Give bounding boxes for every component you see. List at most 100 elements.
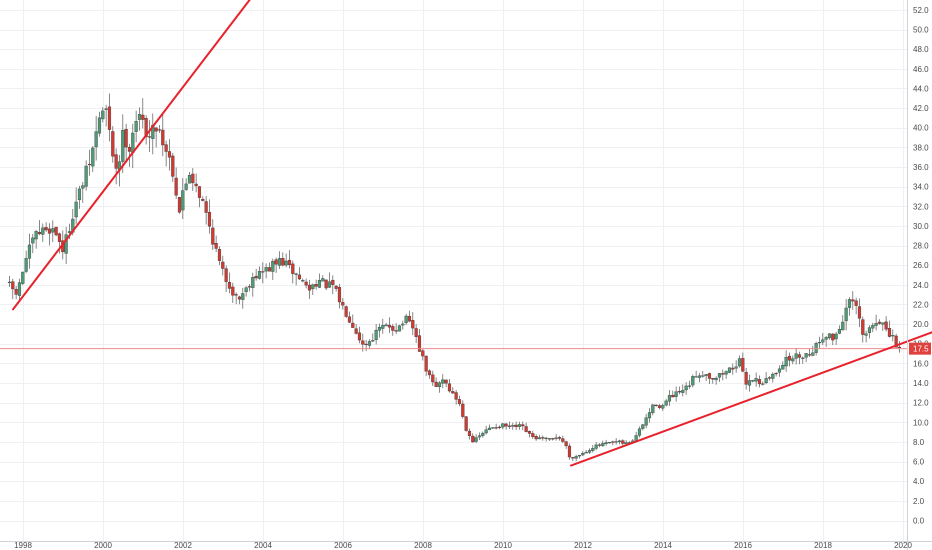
y-tick-label: 14.0 xyxy=(913,379,929,388)
candle-down xyxy=(797,351,802,365)
candle-up xyxy=(481,431,485,438)
candle-down xyxy=(741,352,745,373)
candle-up xyxy=(264,263,268,279)
candle-down xyxy=(211,219,215,250)
candle-up xyxy=(811,345,815,357)
candle-up xyxy=(244,286,248,297)
x-tick-label: 2014 xyxy=(654,541,672,550)
y-tick-label: 16.0 xyxy=(913,359,929,368)
candle-up xyxy=(501,423,505,430)
candle-up xyxy=(794,348,798,365)
candle-up xyxy=(871,322,875,333)
y-tick-label: 40.0 xyxy=(913,124,929,133)
candle-down xyxy=(831,332,835,346)
candle-up xyxy=(284,253,288,268)
candle-up xyxy=(834,331,838,345)
candle-down xyxy=(87,149,92,176)
candle-down xyxy=(767,376,772,381)
candle-up xyxy=(397,324,402,332)
candle-up xyxy=(634,431,638,442)
candle-up xyxy=(271,258,275,280)
candle-up xyxy=(294,272,298,286)
candle-up xyxy=(184,178,188,191)
candle-up xyxy=(801,356,805,364)
candle-up xyxy=(847,297,852,316)
candle-down xyxy=(711,377,715,384)
candlestick-series xyxy=(7,93,902,462)
y-axis: 0.02.04.06.08.010.012.014.016.018.020.02… xyxy=(913,6,929,526)
x-tick-label: 2006 xyxy=(334,541,352,550)
candle-down xyxy=(411,312,415,336)
candle-down xyxy=(324,279,328,291)
y-tick-label: 44.0 xyxy=(913,84,929,93)
candle-down xyxy=(407,310,412,323)
candle-down xyxy=(461,400,465,419)
candle-up xyxy=(874,314,878,331)
candle-up xyxy=(491,427,495,429)
candle-down xyxy=(857,298,862,328)
candle-up xyxy=(714,376,718,385)
candle-down xyxy=(54,226,58,237)
candle-up xyxy=(51,220,55,243)
candle-down xyxy=(157,125,162,134)
candle-down xyxy=(597,443,602,448)
candle-down xyxy=(124,123,128,162)
candle-up xyxy=(761,381,765,386)
candle-up xyxy=(377,323,382,338)
candle-down xyxy=(424,355,428,377)
candle-down xyxy=(351,314,355,328)
candle-down xyxy=(304,278,308,289)
trendline-support-1997[interactable] xyxy=(12,0,251,311)
candle-up xyxy=(27,233,32,269)
candle-up xyxy=(824,335,828,347)
drawn-lines[interactable] xyxy=(0,0,932,467)
y-tick-label: 48.0 xyxy=(913,45,929,54)
candle-down xyxy=(471,433,475,443)
candle-down xyxy=(141,98,145,129)
candle-down xyxy=(274,257,278,273)
candle-down xyxy=(394,323,398,334)
trendline-support-2011[interactable] xyxy=(570,331,932,467)
candle-down xyxy=(207,199,212,234)
candle-up xyxy=(697,373,702,383)
candle-up xyxy=(441,374,445,389)
candle-down xyxy=(127,143,132,167)
candle-up xyxy=(784,350,788,372)
candle-down xyxy=(787,352,792,367)
x-tick-label: 2010 xyxy=(494,541,512,550)
y-tick-label: 32.0 xyxy=(913,202,929,211)
candle-up xyxy=(771,372,775,383)
candle-down xyxy=(194,173,198,193)
price-tag-group: 17.5 xyxy=(909,342,931,355)
candle-down xyxy=(654,404,658,407)
candle-down xyxy=(214,235,218,253)
candle-down xyxy=(307,279,312,299)
candle-down xyxy=(421,349,425,361)
y-tick-label: 38.0 xyxy=(913,143,929,152)
candle-up xyxy=(667,389,672,406)
candle-up xyxy=(241,287,245,309)
candle-up xyxy=(84,160,88,191)
candle-up xyxy=(717,373,722,383)
candle-up xyxy=(781,361,785,370)
candle-down xyxy=(171,152,175,182)
candle-down xyxy=(611,440,615,446)
candle-down xyxy=(534,434,538,441)
candle-up xyxy=(537,434,542,440)
candle-up xyxy=(701,371,705,378)
candle-up xyxy=(17,278,22,303)
candle-up xyxy=(401,320,405,330)
candle-down xyxy=(224,265,228,292)
candle-down xyxy=(254,268,258,281)
candle-down xyxy=(567,443,572,460)
candle-up xyxy=(821,332,825,346)
candle-down xyxy=(227,272,232,294)
y-tick-label: 8.0 xyxy=(913,438,925,447)
candle-down xyxy=(201,196,205,202)
candle-up xyxy=(97,111,102,137)
candle-up xyxy=(647,408,652,423)
candle-down xyxy=(217,246,222,266)
candle-down xyxy=(287,250,292,269)
y-tick-label: 20.0 xyxy=(913,320,929,329)
